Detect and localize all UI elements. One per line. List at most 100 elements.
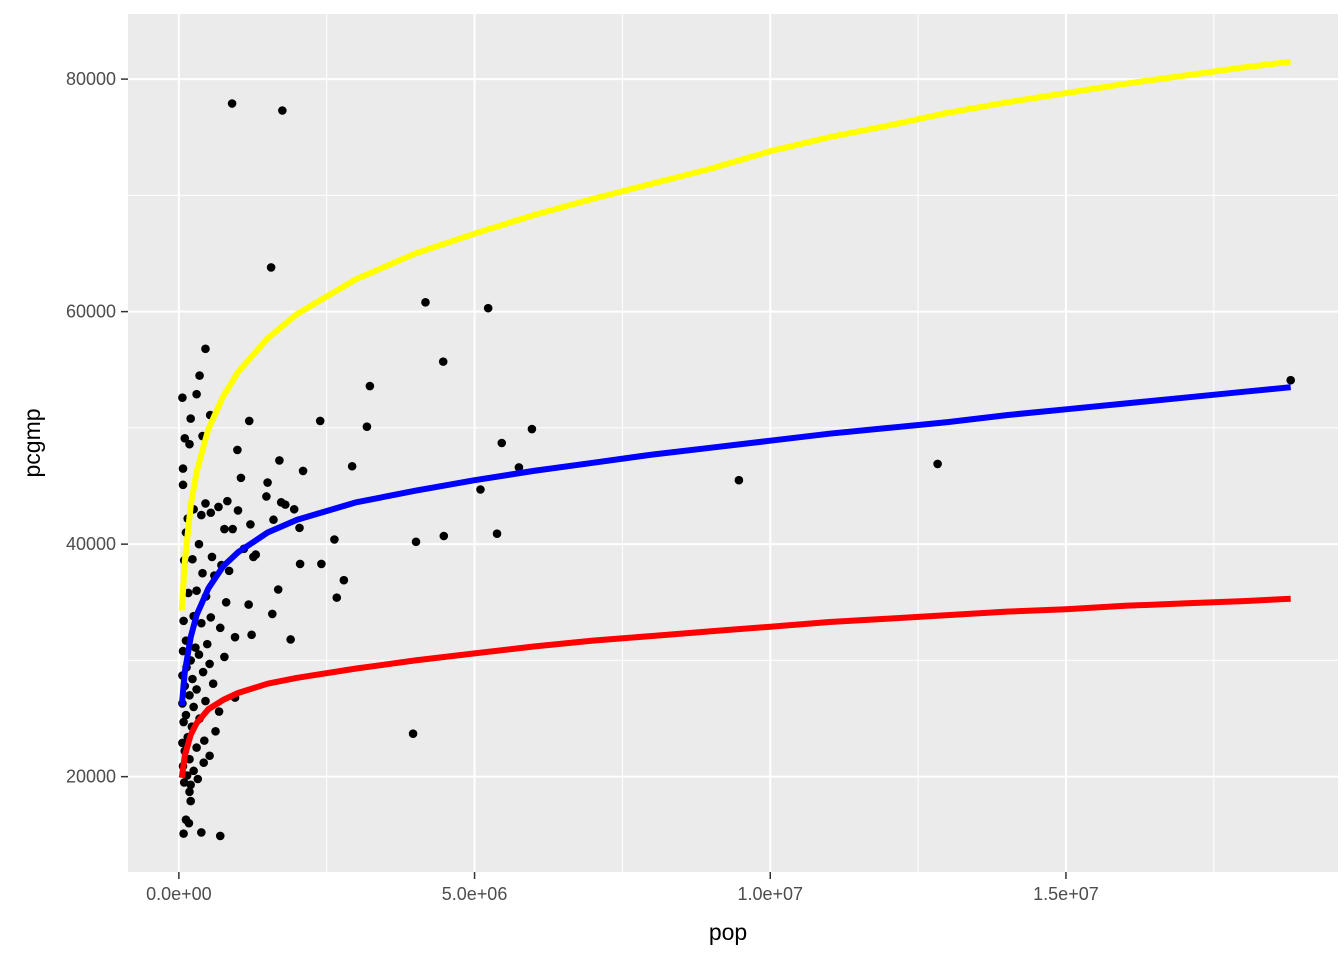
- data-point: [275, 456, 284, 465]
- data-point: [244, 600, 253, 609]
- data-point: [289, 504, 299, 514]
- data-point: [263, 478, 272, 487]
- x-tick-label: 0.0e+00: [146, 884, 212, 904]
- data-point: [201, 344, 210, 354]
- data-point: [206, 508, 216, 518]
- data-point: [339, 575, 349, 585]
- data-point: [268, 609, 277, 619]
- data-point: [933, 459, 942, 469]
- series-layer: [178, 58, 1295, 841]
- data-point: [362, 422, 372, 432]
- data-point: [734, 475, 744, 485]
- data-point: [188, 554, 197, 564]
- data-point: [408, 729, 418, 738]
- data-point: [199, 736, 209, 745]
- data-point: [215, 623, 225, 633]
- data-point: [198, 568, 207, 578]
- data-point: [227, 99, 237, 108]
- data-point: [421, 298, 430, 307]
- data-point: [233, 506, 243, 515]
- data-point: [192, 586, 201, 595]
- data-point: [178, 464, 188, 473]
- data-point: [186, 796, 195, 806]
- data-point: [483, 303, 493, 313]
- data-point: [221, 597, 231, 607]
- data-point: [185, 787, 194, 797]
- data-point: [207, 552, 217, 562]
- data-point: [220, 524, 229, 534]
- data-point: [194, 539, 204, 549]
- data-point: [1286, 375, 1295, 385]
- data-point: [193, 774, 203, 784]
- y-tick-label: 40000: [66, 534, 116, 554]
- data-point: [228, 524, 237, 534]
- data-point: [286, 635, 295, 644]
- data-point: [233, 445, 242, 455]
- data-point: [527, 424, 537, 434]
- data-point: [186, 780, 195, 790]
- x-tick-label: 1.5e+07: [1033, 884, 1099, 904]
- y-tick-label: 80000: [66, 69, 116, 89]
- axis-ticks: 0.0e+00 5.0e+06 1.0e+07 1.5e+07 20000 40000 60…: [66, 69, 1099, 904]
- data-point: [179, 616, 188, 626]
- data-point: [273, 585, 283, 594]
- data-point: [195, 371, 204, 380]
- data-point: [202, 639, 212, 649]
- data-point: [315, 416, 325, 426]
- data-point: [230, 632, 240, 642]
- data-point: [194, 650, 204, 659]
- data-point: [179, 778, 189, 787]
- data-point: [197, 618, 206, 628]
- data-point: [497, 438, 507, 448]
- data-point: [208, 679, 218, 688]
- data-point: [317, 559, 326, 569]
- data-point: [205, 751, 214, 761]
- x-tick-label: 5.0e+06: [442, 884, 508, 904]
- fitted-curve-line: [178, 595, 1291, 779]
- data-point: [199, 758, 208, 768]
- data-point: [281, 500, 290, 509]
- data-point: [178, 393, 187, 402]
- data-point: [192, 685, 201, 694]
- data-point: [211, 727, 220, 736]
- data-point: [220, 652, 229, 662]
- x-tick-label: 1.0e+07: [737, 884, 803, 904]
- data-point: [198, 667, 208, 677]
- data-point: [184, 588, 193, 598]
- y-tick-label: 20000: [66, 767, 116, 787]
- data-point: [298, 466, 308, 476]
- minor-gridlines: [128, 14, 1338, 872]
- data-point: [269, 515, 278, 525]
- data-point: [249, 552, 258, 562]
- data-point: [236, 473, 246, 483]
- data-point: [514, 463, 524, 472]
- data-point: [185, 690, 194, 700]
- data-point: [262, 492, 271, 501]
- data-point: [214, 707, 224, 716]
- data-point: [246, 520, 255, 529]
- data-point: [191, 643, 200, 652]
- data-point: [179, 829, 188, 838]
- data-point: [178, 738, 187, 748]
- data-point: [189, 766, 198, 776]
- data-point: [332, 593, 342, 602]
- data-point: [186, 414, 195, 423]
- data-point: [295, 559, 305, 569]
- data-point: [411, 537, 421, 547]
- data-point: [185, 439, 194, 449]
- data-point: [224, 566, 234, 576]
- data-point: [365, 381, 375, 391]
- data-point: [330, 535, 339, 544]
- data-point: [205, 659, 214, 669]
- data-point: [223, 496, 232, 506]
- data-point: [179, 717, 188, 727]
- data-point: [278, 106, 287, 115]
- fitted-curve-line: [178, 58, 1292, 611]
- data-point: [197, 510, 206, 520]
- data-point: [492, 529, 502, 538]
- data-point: [347, 461, 357, 471]
- data-point: [197, 828, 206, 837]
- data-point: [188, 674, 197, 684]
